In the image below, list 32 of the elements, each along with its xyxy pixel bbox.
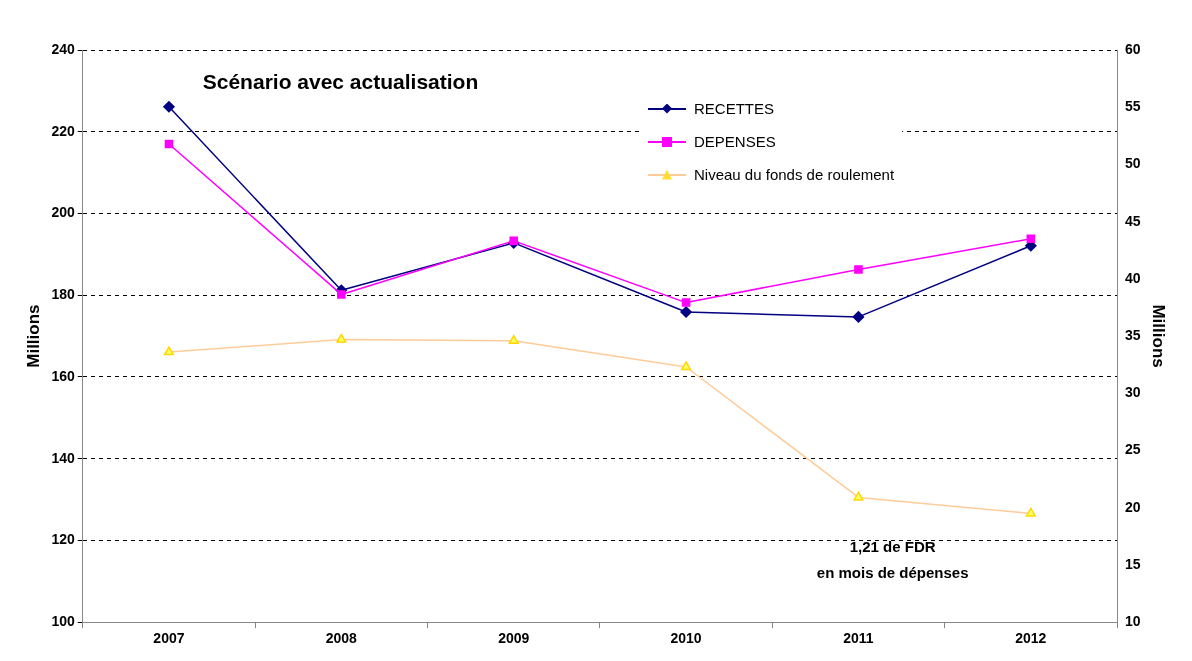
y2-tick-label: 60 bbox=[1125, 40, 1141, 57]
x-tick-label: 2007 bbox=[153, 630, 185, 647]
annotation: 1,21 de FDR en mois de dépenses bbox=[816, 538, 969, 582]
legend-label: RECETTES bbox=[694, 100, 775, 117]
y-tick-label: 160 bbox=[51, 367, 75, 384]
y2-tick-label: 25 bbox=[1125, 441, 1141, 458]
y2-tick-label: 45 bbox=[1125, 212, 1141, 229]
legend-label: DEPENSES bbox=[694, 133, 776, 150]
y-tick-label: 140 bbox=[51, 449, 75, 466]
y2-tick-label: 30 bbox=[1125, 384, 1141, 401]
y-tick-label: 180 bbox=[51, 286, 75, 303]
x-tick-label: 2011 bbox=[843, 630, 874, 647]
y2-tick-label: 50 bbox=[1125, 155, 1141, 172]
y-tick-label: 100 bbox=[51, 613, 75, 630]
y2-tick-label: 40 bbox=[1125, 269, 1141, 286]
y-tick-label: 240 bbox=[51, 40, 75, 57]
x-tick-label: 2008 bbox=[325, 630, 358, 647]
x-tick-label: 2012 bbox=[1015, 630, 1047, 647]
x-tick-label: 2009 bbox=[498, 630, 530, 647]
y2-tick-label: 15 bbox=[1125, 555, 1141, 572]
y2-tick-label: 10 bbox=[1125, 613, 1141, 630]
y-tick-label: 200 bbox=[51, 204, 75, 221]
y2-axis-title: Millions bbox=[1149, 304, 1169, 368]
y2-tick-label: 55 bbox=[1125, 98, 1141, 115]
y2-tick-label: 20 bbox=[1125, 498, 1141, 515]
y-tick-label: 120 bbox=[51, 531, 75, 548]
y-axis-title: Millions bbox=[23, 304, 43, 368]
legend-label: Niveau du fonds de roulement bbox=[694, 166, 895, 183]
x-tick-label: 2010 bbox=[670, 630, 702, 647]
y2-tick-label: 35 bbox=[1125, 326, 1141, 343]
y-tick-label: 220 bbox=[51, 122, 75, 139]
text: Scénario avec actualisation bbox=[202, 70, 479, 93]
